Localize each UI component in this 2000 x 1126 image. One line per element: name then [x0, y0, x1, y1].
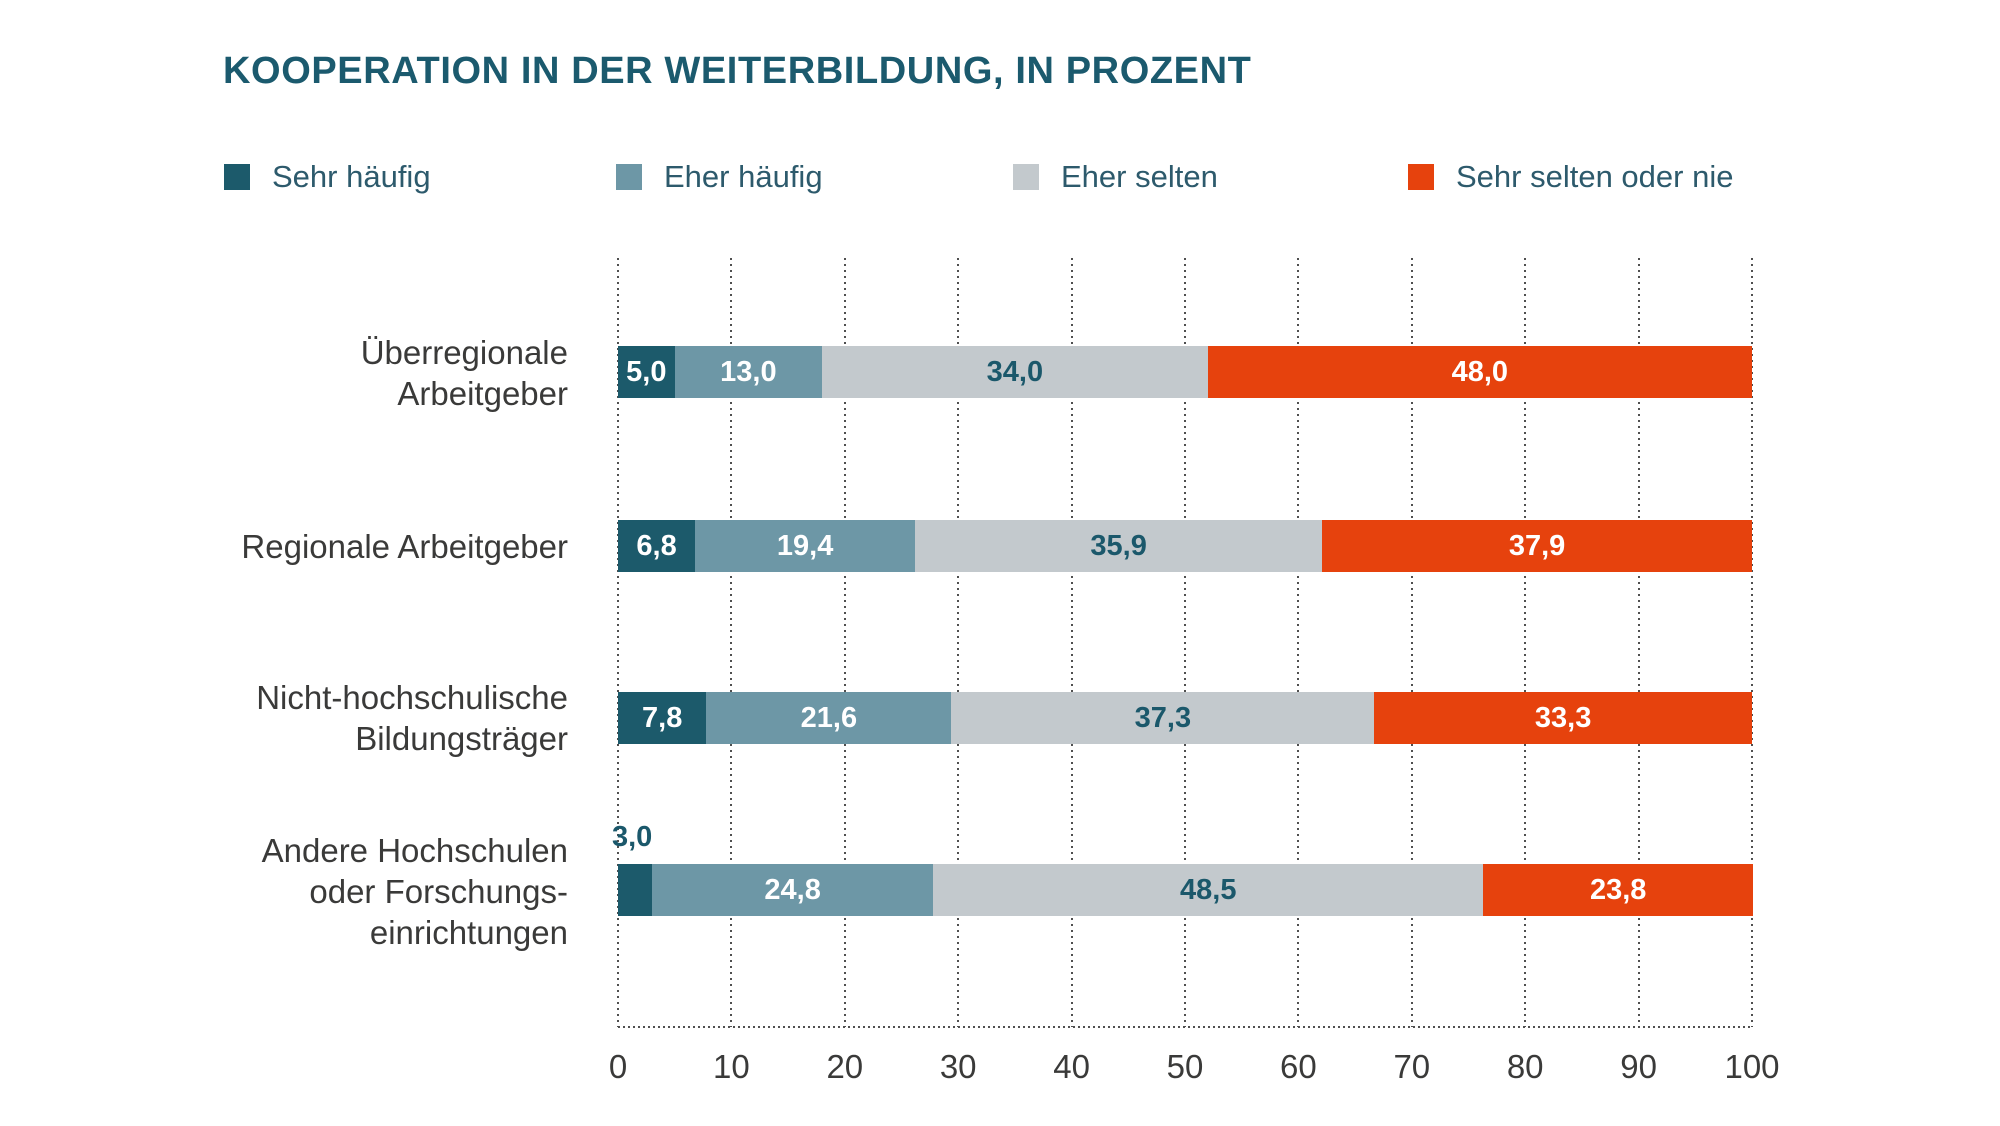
bar-segment: 13,0: [674, 346, 823, 398]
bar-segment: 37,3: [951, 692, 1375, 744]
axis-baseline: [618, 1026, 1752, 1028]
grid-line: [1070, 258, 1073, 1027]
bar-value-label: 24,8: [764, 873, 821, 906]
legend-label: Eher häufig: [664, 159, 823, 194]
grid-line: [1637, 258, 1640, 1027]
bar-value-label: 35,9: [1090, 529, 1147, 562]
bar-value-label: 6,8: [636, 529, 677, 562]
category-label-line: Andere Hochschulen: [261, 832, 568, 869]
bar-value-label: 19,4: [776, 529, 834, 562]
legend-swatch-icon: [1408, 164, 1434, 190]
grid-line: [1410, 258, 1413, 1027]
grid-line: [957, 258, 960, 1027]
legend-item: Sehr selten oder nie: [1408, 159, 1733, 195]
x-tick-label: 40: [1053, 1048, 1090, 1085]
bar-value-label: 21,6: [800, 701, 858, 734]
grid-line: [1184, 258, 1186, 1027]
category-label: Nicht-hochschulische Bildungsträger: [98, 677, 568, 759]
legend-swatch-icon: [616, 164, 642, 190]
grid-line: [1751, 258, 1753, 1027]
bar-segment: 23,8: [1483, 864, 1754, 916]
bar-row: 5,0 13,0 34,0 48,0: [618, 346, 1752, 398]
legend-swatch-icon: [1013, 164, 1039, 190]
category-label: Regionale Arbeitgeber: [98, 526, 568, 567]
x-tick-label: 10: [713, 1048, 750, 1085]
x-tick-label: 20: [826, 1048, 864, 1085]
bar-segment: 24,8: [652, 864, 934, 916]
bar-segment: 48,5: [933, 864, 1484, 916]
x-tick-label: 100: [1724, 1048, 1780, 1085]
bar-row: 24,8 48,5 23,8: [618, 864, 1754, 916]
bar-value-label: 23,8: [1589, 873, 1647, 906]
bar-segment: [618, 864, 653, 916]
bar-segment: 35,9: [915, 520, 1323, 572]
bar-value-label: 33,3: [1534, 701, 1592, 734]
category-label-line: oder Forschungs-: [309, 873, 568, 910]
category-label-line: Regionale Arbeitgeber: [241, 528, 568, 565]
x-tick-label: 80: [1506, 1048, 1544, 1085]
legend-label: Sehr häufig: [272, 159, 431, 194]
bar-segment: 48,0: [1207, 346, 1752, 398]
grid-line: [843, 258, 846, 1027]
grid-line: [730, 258, 733, 1027]
bar-value-label: 13,0: [720, 355, 777, 388]
category-label-line: Überregionale: [360, 334, 568, 371]
bar-row: 6,8 19,4 35,9 37,9: [618, 520, 1752, 572]
bar-value-label: 37,3: [1134, 701, 1192, 734]
legend-swatch-icon: [224, 164, 250, 190]
bar-segment: 34,0: [822, 346, 1208, 398]
x-tick-label: 0: [608, 1048, 628, 1085]
x-tick-label: 70: [1393, 1048, 1431, 1085]
legend-item: Sehr häufig: [224, 159, 431, 195]
x-tick-label: 50: [1166, 1048, 1204, 1085]
category-label: Überregionale Arbeitgeber: [98, 332, 568, 414]
legend-item: Eher häufig: [616, 159, 823, 195]
bar-segment: 37,9: [1322, 520, 1752, 572]
grid-line: [617, 258, 619, 1027]
category-label-line: Arbeitgeber: [397, 375, 568, 412]
outside-value-label: 3,0: [612, 821, 653, 853]
legend-label: Eher selten: [1061, 159, 1218, 194]
chart-title: KOOPERATION IN DER WEITERBILDUNG, IN PRO…: [223, 50, 1252, 92]
category-label-line: einrichtungen: [369, 914, 568, 951]
bar-value-label: 5,0: [626, 355, 667, 388]
bar-value-label: 37,9: [1508, 529, 1566, 562]
bar-value-label: 48,5: [1180, 873, 1237, 906]
bar-segment: 6,8: [618, 520, 696, 572]
x-tick-label: 90: [1620, 1048, 1657, 1085]
bar-segment: 19,4: [695, 520, 916, 572]
bar-value-label: 48,0: [1451, 355, 1509, 388]
grid-line: [1297, 258, 1300, 1027]
x-tick-label: 30: [939, 1048, 977, 1085]
bar-segment: 33,3: [1374, 692, 1752, 744]
legend-item: Eher selten: [1013, 159, 1218, 195]
plot-area: 5,0 13,0 34,0 48,0 6,8 19,4 35,9 37,9 7,8 21,6 37,…: [617, 258, 1754, 1028]
bar-value-label: 34,0: [986, 355, 1044, 388]
bar-segment: 21,6: [706, 692, 952, 744]
legend-label: Sehr selten oder nie: [1456, 159, 1734, 194]
grid-line: [1524, 258, 1527, 1027]
category-label-line: Bildungsträger: [355, 720, 568, 757]
bar-row: 7,8 21,6 37,3 33,3: [618, 692, 1752, 744]
bar-segment: 7,8: [618, 692, 707, 744]
bar-segment: 5,0: [618, 346, 675, 398]
category-label: Andere Hochschulen oder Forschungs-einric…: [98, 830, 568, 953]
bar-value-label: 7,8: [642, 701, 683, 734]
category-label-line: Nicht-hochschulische: [256, 679, 568, 716]
x-tick-label: 60: [1280, 1048, 1317, 1085]
